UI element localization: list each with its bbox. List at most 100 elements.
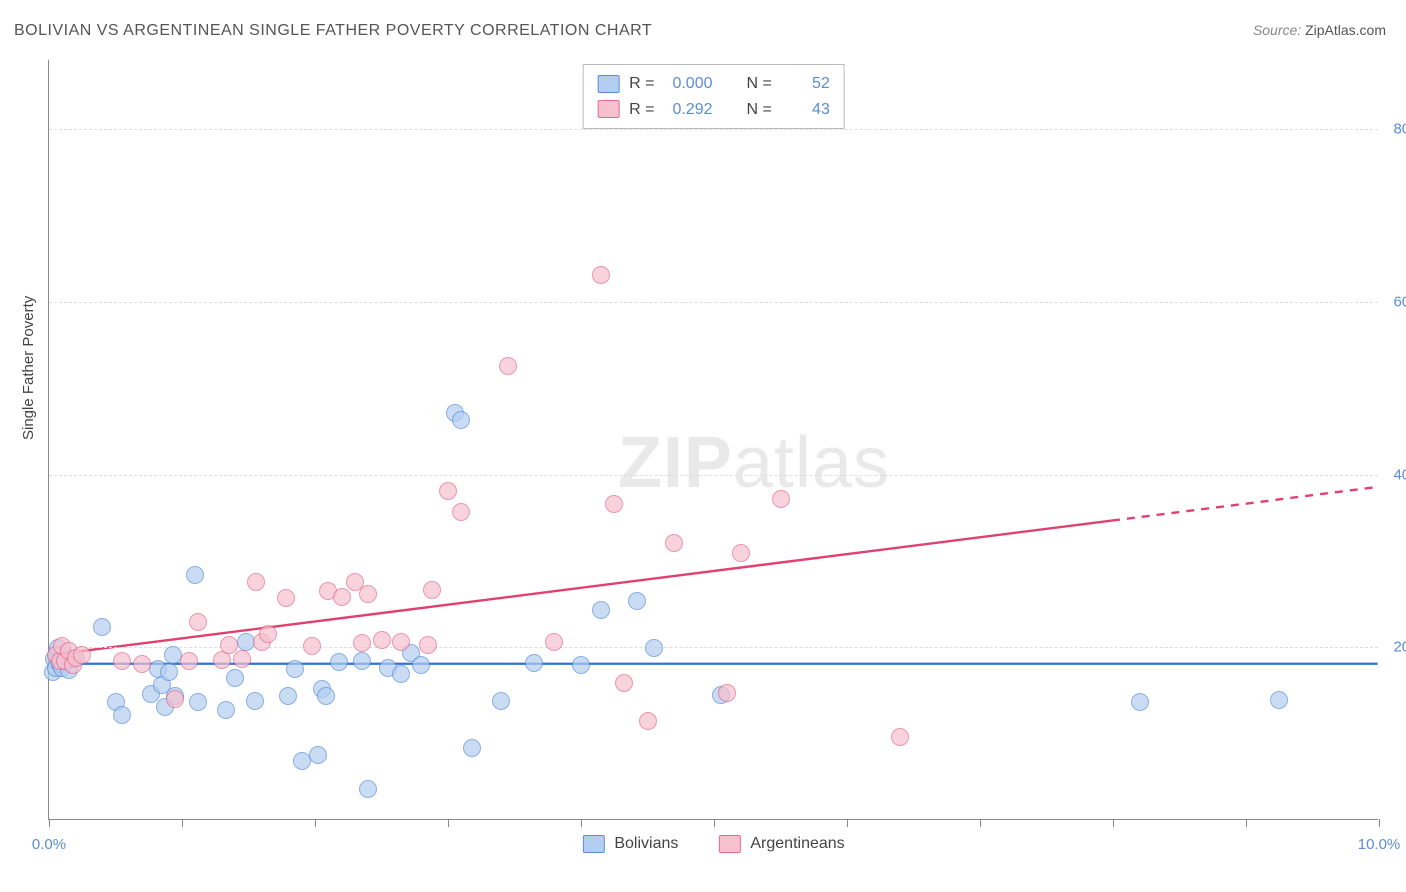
x-tick [49, 819, 50, 827]
y-tick-label: 20.0% [1393, 639, 1406, 656]
data-point-argentineans [392, 633, 410, 651]
r-label: R = [629, 71, 654, 97]
data-point-bolivians [279, 687, 297, 705]
gridline [49, 475, 1378, 476]
r-value: 0.292 [665, 97, 713, 123]
data-point-argentineans [439, 482, 457, 500]
data-point-bolivians [628, 592, 646, 610]
data-point-argentineans [718, 684, 736, 702]
stats-row-argentineans: R = 0.292 N = 43 [597, 97, 830, 123]
data-point-argentineans [419, 636, 437, 654]
data-point-bolivians [1131, 693, 1149, 711]
swatch-bolivians [597, 75, 619, 93]
r-label: R = [629, 97, 654, 123]
data-point-bolivians [189, 693, 207, 711]
data-point-argentineans [545, 633, 563, 651]
data-point-argentineans [359, 585, 377, 603]
series-legend: Bolivians Argentineans [582, 835, 844, 853]
data-point-argentineans [233, 650, 251, 668]
data-point-argentineans [166, 690, 184, 708]
data-point-argentineans [373, 631, 391, 649]
x-tick-label: 10.0% [1358, 836, 1401, 853]
x-tick [1113, 819, 1114, 827]
y-axis-label: Single Father Poverty [20, 296, 37, 440]
data-point-bolivians [93, 618, 111, 636]
data-point-argentineans [277, 589, 295, 607]
data-point-argentineans [639, 712, 657, 730]
data-point-argentineans [499, 357, 517, 375]
swatch-argentineans [597, 100, 619, 118]
data-point-bolivians [353, 652, 371, 670]
legend-item-bolivians: Bolivians [582, 835, 678, 853]
data-point-argentineans [113, 652, 131, 670]
legend-label: Bolivians [614, 835, 678, 853]
data-point-bolivians [309, 746, 327, 764]
source-attribution: Source: ZipAtlas.com [1253, 22, 1386, 38]
legend-item-argentineans: Argentineans [718, 835, 844, 853]
data-point-bolivians [330, 653, 348, 671]
data-point-bolivians [317, 687, 335, 705]
data-point-bolivians [392, 665, 410, 683]
scatter-plot-area: ZIPatlas R =0.000N =52R =0.292N =43 Boli… [48, 60, 1378, 820]
chart-title: BOLIVIAN VS ARGENTINEAN SINGLE FATHER PO… [14, 22, 652, 40]
source-label: Source: [1253, 22, 1301, 38]
stats-row-bolivians: R = 0.000 N = 52 [597, 71, 830, 97]
data-point-argentineans [605, 495, 623, 513]
data-point-bolivians [217, 701, 235, 719]
data-point-argentineans [772, 490, 790, 508]
data-point-bolivians [572, 656, 590, 674]
x-tick [581, 819, 582, 827]
data-point-argentineans [353, 634, 371, 652]
data-point-bolivians [412, 656, 430, 674]
x-tick [1379, 819, 1380, 827]
data-point-argentineans [247, 573, 265, 591]
data-point-argentineans [452, 503, 470, 521]
y-tick-label: 40.0% [1393, 466, 1406, 483]
data-point-argentineans [133, 655, 151, 673]
x-tick [315, 819, 316, 827]
data-point-argentineans [303, 637, 321, 655]
data-point-bolivians [592, 601, 610, 619]
y-tick-label: 80.0% [1393, 121, 1406, 138]
y-tick-label: 60.0% [1393, 293, 1406, 310]
source-value: ZipAtlas.com [1305, 22, 1386, 38]
x-tick [847, 819, 848, 827]
data-point-bolivians [160, 663, 178, 681]
n-label: N = [747, 97, 772, 123]
n-value: 52 [782, 71, 830, 97]
data-point-bolivians [463, 739, 481, 757]
data-point-argentineans [665, 534, 683, 552]
x-tick [182, 819, 183, 827]
data-point-bolivians [186, 566, 204, 584]
x-tick [980, 819, 981, 827]
x-tick [1246, 819, 1247, 827]
trendline-argentineans [49, 521, 1112, 656]
n-label: N = [747, 71, 772, 97]
data-point-argentineans [891, 728, 909, 746]
r-value: 0.000 [665, 71, 713, 97]
data-point-argentineans [73, 646, 91, 664]
data-point-argentineans [259, 625, 277, 643]
data-point-bolivians [226, 669, 244, 687]
trendline-dashed-argentineans [1112, 487, 1378, 521]
data-point-bolivians [113, 706, 131, 724]
n-value: 43 [782, 97, 830, 123]
x-tick [714, 819, 715, 827]
data-point-argentineans [423, 581, 441, 599]
data-point-argentineans [189, 613, 207, 631]
data-point-argentineans [220, 636, 238, 654]
data-point-argentineans [333, 588, 351, 606]
data-point-bolivians [452, 411, 470, 429]
data-point-bolivians [645, 639, 663, 657]
data-point-argentineans [592, 266, 610, 284]
legend-swatch-bolivians [582, 835, 604, 853]
data-point-bolivians [359, 780, 377, 798]
data-point-bolivians [286, 660, 304, 678]
x-tick [448, 819, 449, 827]
stats-legend: R = 0.000 N = 52 R = 0.292 N = 43 [582, 64, 845, 129]
gridline [49, 129, 1378, 130]
data-point-argentineans [732, 544, 750, 562]
data-point-bolivians [1270, 691, 1288, 709]
legend-swatch-argentineans [718, 835, 740, 853]
legend-label: Argentineans [750, 835, 844, 853]
